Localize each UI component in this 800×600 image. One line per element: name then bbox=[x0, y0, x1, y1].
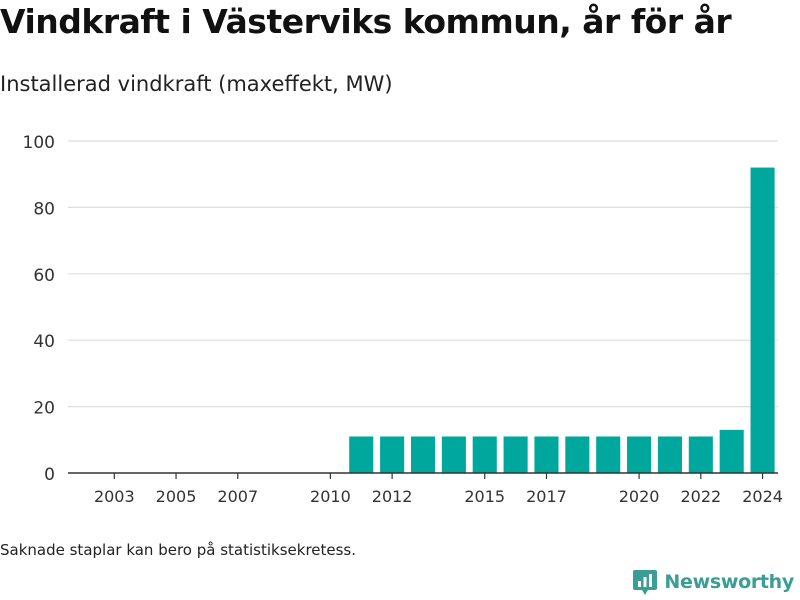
bar-2012 bbox=[380, 436, 405, 473]
bar-2020 bbox=[627, 436, 652, 473]
x-tick-label: 2020 bbox=[619, 487, 660, 506]
bar-2023 bbox=[719, 429, 744, 473]
bar-2011 bbox=[349, 436, 374, 473]
y-tick-label: 100 bbox=[23, 133, 55, 153]
y-tick-label: 40 bbox=[33, 332, 55, 352]
y-tick-label: 20 bbox=[33, 399, 55, 419]
x-tick-label: 2010 bbox=[310, 487, 351, 506]
x-tick-label: 2003 bbox=[94, 487, 135, 506]
y-tick-label: 80 bbox=[33, 199, 55, 219]
footnote: Saknade staplar kan bero på statistiksek… bbox=[0, 541, 357, 559]
brand-name: Newsworthy bbox=[664, 571, 794, 593]
brand-logo: Newsworthy bbox=[632, 568, 794, 596]
bar-2024 bbox=[750, 167, 775, 473]
axes: 0 20 40 60 80 100 2003 2005 2007 2010 2012 2015 2017… bbox=[23, 133, 783, 506]
bar-2019 bbox=[596, 436, 621, 473]
y-tick-label: 60 bbox=[33, 266, 55, 286]
bar-chart-logo-icon bbox=[633, 570, 658, 595]
bars bbox=[349, 167, 775, 473]
grid-lines bbox=[68, 140, 778, 408]
bar-2014 bbox=[441, 436, 466, 473]
x-tick-label: 2017 bbox=[526, 487, 567, 506]
x-tick-label: 2015 bbox=[464, 487, 505, 506]
bar-2017 bbox=[534, 436, 559, 473]
bar-2022 bbox=[688, 436, 713, 473]
chart-title: Vindkraft i Västerviks kommun, år för år bbox=[0, 2, 732, 41]
x-tick-label: 2024 bbox=[742, 487, 783, 506]
bar-2021 bbox=[657, 436, 682, 473]
bar-2015 bbox=[472, 436, 497, 473]
chart-subtitle: Installerad vindkraft (maxeffekt, MW) bbox=[0, 72, 393, 96]
x-tick-label: 2007 bbox=[217, 487, 258, 506]
x-tick-label: 2005 bbox=[156, 487, 197, 506]
bar-2018 bbox=[565, 436, 590, 473]
bar-2016 bbox=[503, 436, 528, 473]
bar-chart: 0 20 40 60 80 100 2003 2005 2007 2010 2012 2015 2017… bbox=[23, 133, 783, 506]
x-tick-label: 2012 bbox=[372, 487, 413, 506]
y-tick-label: 0 bbox=[44, 465, 55, 485]
x-tick-label: 2022 bbox=[680, 487, 721, 506]
bar-2013 bbox=[410, 436, 436, 473]
